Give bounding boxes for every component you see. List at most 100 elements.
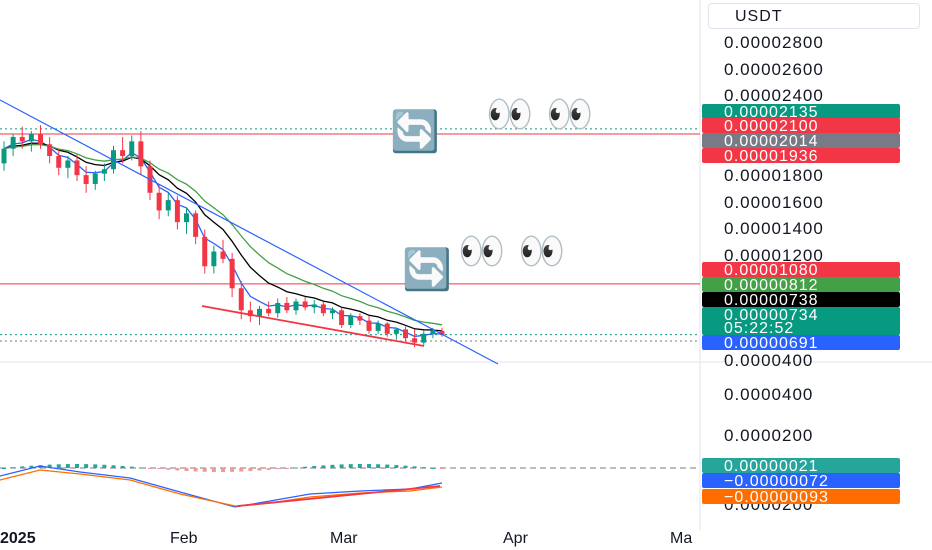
falling-support-line bbox=[201, 305, 425, 347]
price-axis-label: 0.00001400 bbox=[724, 219, 824, 238]
divergence-line bbox=[237, 485, 441, 507]
price-axis-label: 0.00001800 bbox=[724, 166, 824, 185]
histogram-bar bbox=[157, 468, 162, 470]
candle-body bbox=[439, 330, 445, 335]
candle-body bbox=[339, 310, 345, 325]
candle-body bbox=[74, 160, 80, 176]
histogram-bar bbox=[385, 464, 390, 468]
candle-body bbox=[284, 302, 290, 311]
price-badge bbox=[702, 148, 900, 163]
candle-body bbox=[101, 169, 107, 174]
price-badge bbox=[702, 335, 900, 350]
price-axis-label: 0.00001600 bbox=[724, 193, 824, 212]
histogram-bar bbox=[221, 468, 225, 472]
histogram-bar bbox=[166, 468, 171, 470]
indicator-badge-label: −0.00000072 bbox=[724, 473, 829, 490]
histogram-bar bbox=[102, 464, 107, 468]
candle-body bbox=[19, 136, 25, 142]
price-badge-label: 0.00001080 bbox=[724, 262, 819, 279]
descending-trend-line bbox=[0, 99, 499, 365]
candle-body bbox=[193, 213, 199, 237]
candle-body bbox=[266, 308, 272, 314]
histogram-bar bbox=[202, 468, 207, 472]
candle-body bbox=[403, 329, 408, 339]
histogram-bar bbox=[239, 468, 244, 472]
histogram-bar bbox=[111, 465, 116, 468]
price-badges: 0.000021350.000021000.000020140.00001936… bbox=[702, 104, 900, 506]
candle-body bbox=[275, 302, 281, 314]
candle-body bbox=[38, 134, 43, 145]
price-badge-label: 0.00000734 bbox=[724, 307, 819, 324]
time-axis-label: Mar bbox=[330, 530, 358, 547]
candle-body bbox=[330, 310, 335, 314]
time-axis-label: Apr bbox=[503, 530, 529, 547]
indicator-badge-label: 0.00000021 bbox=[724, 458, 819, 475]
moving-average-lines bbox=[3, 138, 443, 338]
candle-body bbox=[412, 338, 418, 343]
candle-body bbox=[120, 150, 126, 157]
candle-body bbox=[56, 156, 62, 168]
moving-average-line bbox=[3, 142, 443, 332]
histogram-bar bbox=[430, 467, 435, 469]
price-axis-label: 0.0000400 bbox=[724, 385, 813, 404]
histogram-bar bbox=[184, 468, 189, 472]
histogram-bar bbox=[312, 466, 317, 468]
histogram-bar bbox=[248, 468, 253, 472]
histogram-bar bbox=[138, 467, 143, 469]
histogram-bar bbox=[129, 466, 134, 468]
histogram-bar bbox=[47, 464, 52, 468]
price-axis-label: 0.00001200 bbox=[724, 246, 824, 265]
histogram-bar bbox=[376, 464, 381, 468]
histogram-bar bbox=[294, 467, 298, 469]
horizontal-levels bbox=[0, 128, 700, 342]
candle-body bbox=[257, 308, 262, 317]
signal-line bbox=[0, 469, 443, 507]
candle-body bbox=[348, 316, 354, 325]
candle-body bbox=[138, 141, 144, 167]
histogram-bar bbox=[284, 468, 289, 469]
currency-selector[interactable]: USDT bbox=[708, 3, 920, 29]
candle-body bbox=[229, 258, 235, 289]
candle-body bbox=[47, 144, 53, 157]
eyes-emoji: 👀 bbox=[486, 94, 534, 136]
histogram-bar bbox=[211, 468, 216, 472]
candle-body bbox=[320, 304, 326, 314]
candle-body bbox=[92, 173, 98, 184]
histogram-bar bbox=[440, 468, 444, 469]
price-axis-label: 0.00002800 bbox=[724, 33, 824, 52]
price-badge-label: 0.00000738 bbox=[724, 292, 819, 309]
candle-body bbox=[202, 236, 208, 267]
histogram-bar bbox=[394, 465, 399, 468]
price-axis-label: 0.00002400 bbox=[724, 86, 824, 105]
price-badge bbox=[702, 320, 900, 335]
histogram-bar bbox=[84, 464, 89, 468]
candle-body bbox=[184, 213, 189, 223]
price-axis[interactable]: 0.00002800 0.00002600 0.00002400 0.00001800… bbox=[724, 33, 824, 514]
histogram-bar bbox=[257, 468, 262, 471]
price-badge bbox=[702, 307, 900, 322]
candle-body bbox=[311, 304, 317, 308]
histogram-bar bbox=[148, 468, 152, 469]
price-badge-label: 0.00002100 bbox=[724, 118, 819, 135]
histogram-bar bbox=[193, 468, 198, 472]
price-axis-label: 0.0000400 bbox=[724, 351, 813, 370]
candle-body bbox=[129, 141, 135, 157]
candle-body bbox=[302, 301, 308, 308]
price-axis-label: 0.00002600 bbox=[724, 60, 824, 79]
histogram-bar bbox=[321, 465, 326, 468]
candle-body bbox=[1, 148, 7, 164]
time-axis-label: 2025 bbox=[0, 530, 36, 547]
histogram-bar bbox=[56, 464, 61, 468]
price-badge-label: 0.00001936 bbox=[724, 148, 819, 165]
histogram-bar bbox=[75, 464, 79, 468]
moving-average-line bbox=[3, 144, 443, 326]
histogram-bar bbox=[2, 468, 6, 469]
price-badge-label: 0.00000812 bbox=[724, 277, 819, 294]
time-axis[interactable]: 2025 Feb Mar Apr Ma bbox=[0, 530, 692, 547]
histogram-bar bbox=[230, 468, 235, 472]
histogram-bar bbox=[367, 464, 371, 468]
macd-indicator bbox=[0, 464, 444, 508]
candle-body bbox=[165, 200, 171, 211]
candle-body bbox=[430, 330, 436, 334]
